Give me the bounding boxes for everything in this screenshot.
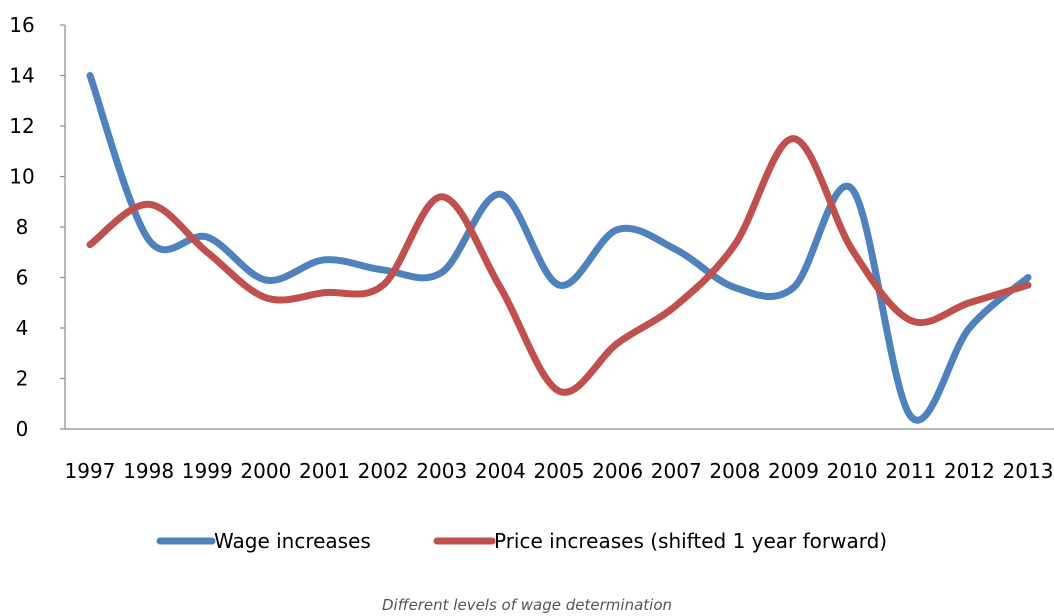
x-axis: 1997 1998 1999 2000 2001 2002 2003 2004 2005 2006… [65, 428, 1054, 483]
x-tick-label: 2010 [827, 459, 878, 483]
legend-label: Price increases (shifted 1 year forward) [494, 529, 887, 553]
y-tick-label: 2 [16, 367, 29, 391]
y-tick-label: 4 [16, 316, 29, 340]
x-tick-label: 2012 [944, 459, 995, 483]
x-tick-label: 2004 [475, 459, 526, 483]
x-tick-label: 2001 [299, 459, 350, 483]
x-tick-label: 2013 [1003, 459, 1054, 483]
legend: Wage increases Price increases (shifted 1… [156, 529, 887, 553]
y-axis: 0 2 4 6 8 10 12 14 16 [9, 13, 66, 441]
y-tick-label: 16 [9, 13, 34, 37]
series-line-price-increases [86, 135, 1032, 396]
x-tick-label: 1998 [123, 459, 174, 483]
y-tick-label: 8 [16, 215, 29, 239]
x-tick-label: 2011 [885, 459, 936, 483]
series-lines [86, 72, 1032, 424]
x-tick-label: 2005 [534, 459, 585, 483]
y-tick-label: 12 [9, 114, 34, 138]
x-tick-label: 2003 [416, 459, 467, 483]
y-tick-label: 6 [16, 266, 29, 290]
figure-caption: Different levels of wage determination [381, 596, 673, 614]
x-tick-label: 2002 [358, 459, 409, 483]
legend-label: Wage increases [214, 529, 371, 553]
x-tick-label: 2006 [592, 459, 643, 483]
y-tick-label: 14 [9, 64, 34, 88]
y-tick-label: 10 [9, 165, 34, 189]
x-tick-label: 1997 [65, 459, 116, 483]
y-tick-label: 0 [16, 417, 29, 441]
x-tick-label: 2007 [651, 459, 702, 483]
x-tick-label: 1999 [182, 459, 233, 483]
series-line-wage-increases [86, 72, 1032, 424]
x-tick-label: 2009 [768, 459, 819, 483]
x-tick-label: 2008 [709, 459, 760, 483]
x-tick-label: 2000 [240, 459, 291, 483]
